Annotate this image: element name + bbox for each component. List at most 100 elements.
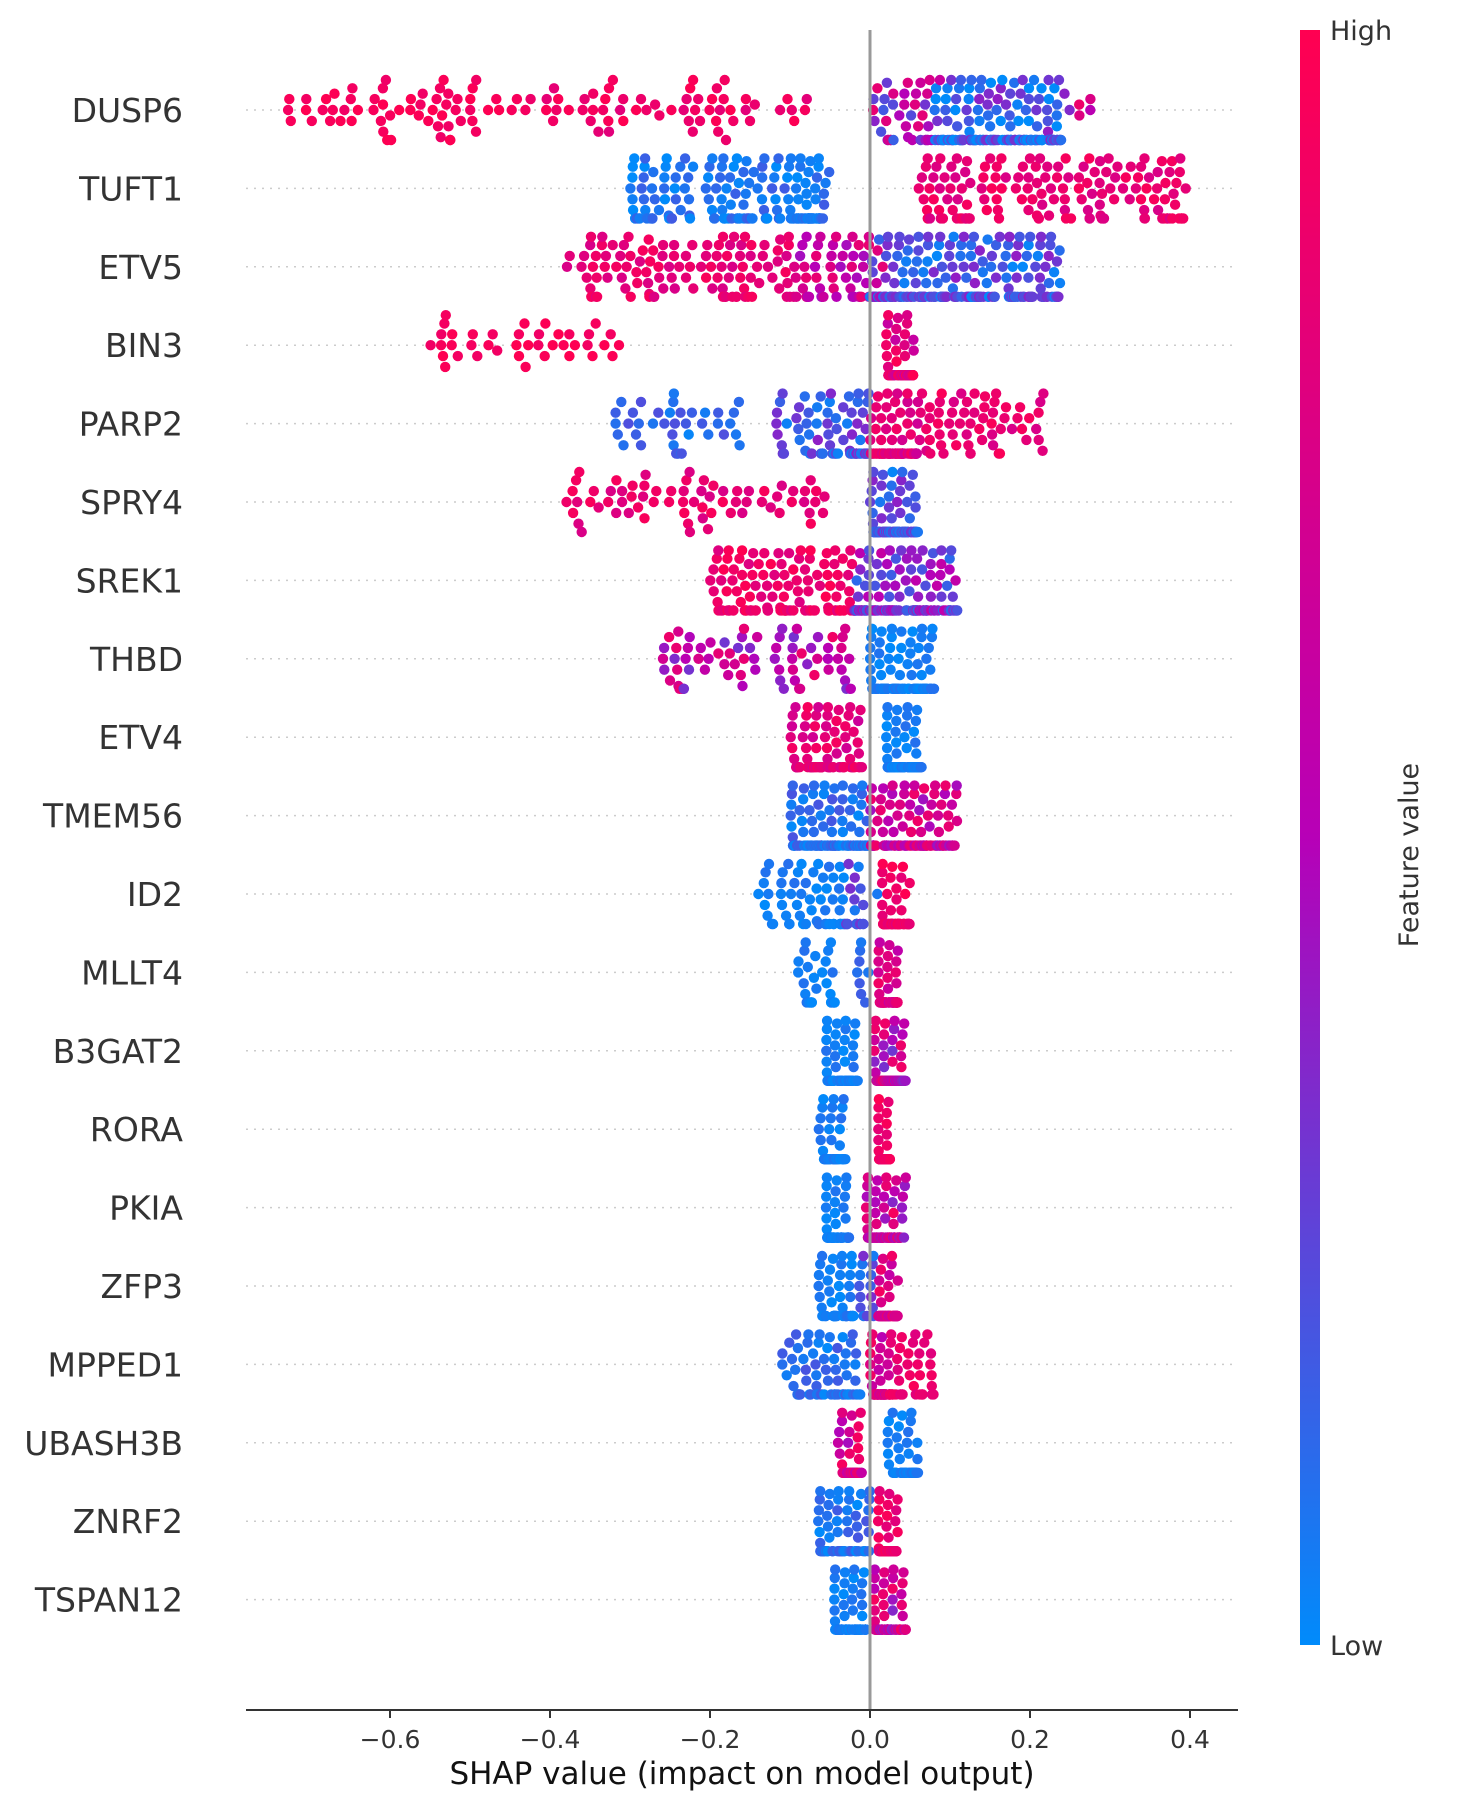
shap-point (806, 905, 817, 916)
shap-point (593, 126, 604, 137)
points-layer (282, 74, 1191, 1635)
shap-point (378, 126, 389, 137)
shap-point (838, 402, 849, 413)
shap-point (894, 591, 905, 602)
shap-point (823, 429, 834, 440)
shap-point (871, 1218, 882, 1230)
shap-point (836, 1459, 848, 1470)
shap-point (1045, 239, 1056, 251)
shap-point (585, 283, 596, 294)
shap-point (818, 188, 830, 199)
shap-point (790, 272, 801, 283)
shap-point (880, 1213, 891, 1224)
shap-point (713, 239, 725, 251)
shap-point (567, 485, 578, 497)
shap-point (869, 1564, 880, 1575)
shap-point (953, 83, 965, 94)
shap-point (618, 115, 629, 127)
shap-point (810, 194, 821, 205)
shap-point (561, 496, 572, 508)
shap-point (915, 77, 926, 89)
shap-point (795, 161, 806, 172)
shap-point (903, 1348, 914, 1359)
feature-label: ZNRF2 (73, 1502, 183, 1541)
shap-point (887, 780, 898, 791)
shap-point (800, 742, 812, 754)
shap-point (886, 434, 898, 446)
shap-point (482, 104, 494, 116)
shap-point (964, 83, 975, 94)
shap-point (933, 239, 945, 251)
shap-point (847, 1583, 858, 1594)
shap-point (826, 1297, 837, 1308)
shap-point (781, 418, 792, 429)
shap-point (899, 350, 911, 362)
shap-point (1098, 213, 1110, 224)
shap-point (700, 272, 712, 283)
shap-point (714, 104, 726, 116)
shap-point (437, 350, 449, 362)
shap-point (902, 396, 913, 408)
shap-point (935, 440, 947, 451)
shap-point (707, 283, 718, 294)
shap-point (875, 669, 887, 681)
shap-point (611, 475, 622, 486)
shap-point (1043, 93, 1055, 105)
shap-point (900, 1172, 911, 1183)
shap-point (870, 840, 881, 851)
shap-point (873, 1145, 884, 1157)
shap-point (913, 231, 924, 242)
shap-point (881, 1118, 892, 1130)
shap-point (858, 1567, 870, 1578)
shap-point (754, 277, 765, 289)
shap-point (1073, 183, 1085, 194)
shap-point (873, 945, 884, 956)
shap-point (912, 591, 924, 602)
shap-point (831, 591, 842, 602)
shap-point (903, 1426, 914, 1438)
shap-point (585, 231, 597, 242)
feature-label: PKIA (109, 1189, 183, 1228)
shap-point (940, 104, 951, 116)
shap-point (835, 261, 846, 272)
shap-point (716, 194, 727, 205)
shap-point (969, 277, 981, 289)
shap-point (782, 277, 793, 289)
shap-point (441, 99, 452, 110)
shap-point (750, 605, 761, 616)
shap-point (853, 1453, 865, 1465)
shap-point (995, 83, 1006, 94)
shap-point (878, 1202, 890, 1213)
shap-point (491, 93, 502, 105)
shap-point (788, 605, 799, 616)
shap-point (831, 715, 842, 727)
shap-point (1011, 250, 1022, 262)
shap-point (842, 1505, 853, 1516)
shap-point (877, 1589, 889, 1600)
shap-point (738, 623, 750, 634)
shap-point (714, 172, 726, 183)
shap-point (870, 423, 881, 435)
shap-point (1037, 199, 1048, 210)
shap-point (618, 93, 629, 105)
shap-point (800, 1364, 811, 1376)
shap-point (787, 653, 798, 664)
shap-point (719, 637, 730, 648)
shap-point (996, 153, 1007, 164)
shap-point (649, 194, 660, 205)
shap-point (1174, 166, 1186, 178)
shap-point (832, 1437, 844, 1449)
shap-point (781, 250, 792, 262)
shap-point (938, 448, 949, 459)
shap-point (903, 234, 915, 245)
shap-point (778, 591, 790, 602)
shap-point (752, 631, 763, 643)
shap-point (1086, 188, 1098, 199)
shap-point (803, 291, 815, 302)
shap-point (682, 642, 694, 654)
shap-point (892, 704, 903, 716)
shap-point (837, 1102, 848, 1113)
shap-point (736, 631, 748, 643)
shap-point (1082, 204, 1094, 216)
shap-point (1094, 199, 1106, 210)
